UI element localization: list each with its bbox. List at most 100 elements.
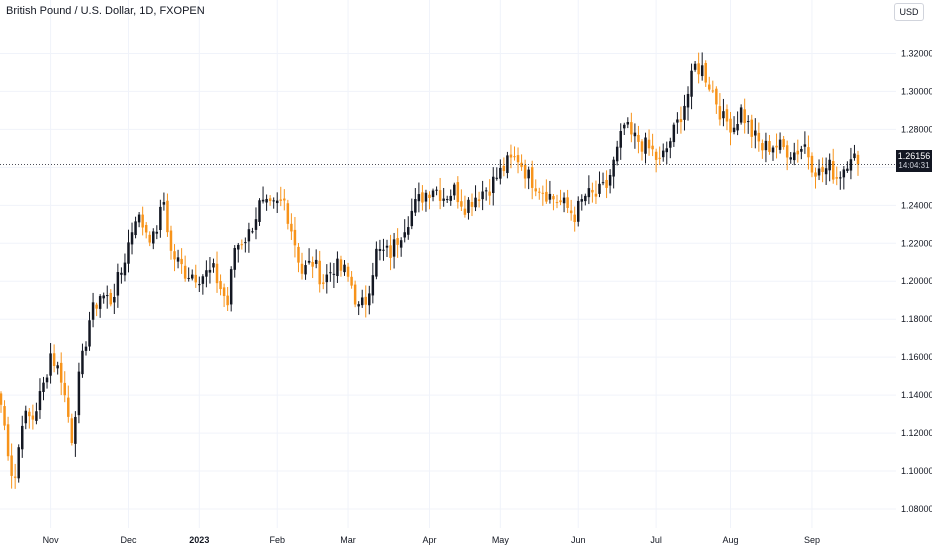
- candle-body: [77, 371, 81, 416]
- candle-body: [796, 150, 800, 155]
- candle-body: [297, 246, 300, 263]
- candle-body: [106, 295, 109, 297]
- price-tick-label: 1.24000: [901, 200, 932, 210]
- price-tick-label: 1.16000: [901, 352, 932, 362]
- price-axis[interactable]: 1.08000 1.10000 1.12000 1.14000 1.16000 1.180…: [901, 48, 932, 514]
- candle-body: [647, 139, 651, 149]
- candle-body: [608, 174, 612, 186]
- candle-body: [166, 200, 169, 233]
- candle-body: [353, 284, 357, 305]
- candle-body: [754, 130, 757, 136]
- time-axis[interactable]: Nov Dec 2023 Feb Mar Apr May Jun Jul Aug Sep: [43, 535, 820, 545]
- candle-body: [499, 167, 502, 179]
- candle-body: [640, 141, 644, 152]
- candle-body: [222, 287, 226, 297]
- candle-body: [268, 198, 272, 202]
- candle-body: [336, 258, 339, 277]
- candle-body: [658, 157, 661, 159]
- candle-body: [240, 244, 244, 246]
- currency-button[interactable]: USD: [894, 3, 924, 21]
- candle-body: [626, 121, 630, 125]
- candle-body: [304, 265, 307, 275]
- candle-body: [800, 148, 803, 152]
- price-tick-label: 1.20000: [901, 276, 932, 286]
- candle-body: [580, 199, 584, 202]
- candle-body: [13, 476, 17, 478]
- candle-body: [6, 424, 10, 457]
- time-tick-label: 2023: [189, 535, 209, 545]
- candle-body: [793, 152, 796, 161]
- candle-body: [74, 416, 77, 444]
- candle-body: [545, 191, 548, 202]
- candle-body: [378, 249, 382, 251]
- candle-body: [21, 425, 24, 450]
- candle-body: [293, 229, 297, 246]
- candle-body: [70, 418, 74, 444]
- candle-body: [708, 84, 711, 90]
- candle-body: [431, 190, 435, 198]
- candle-body: [552, 196, 555, 200]
- grid-lines: [0, 0, 896, 528]
- candle-body: [690, 70, 693, 97]
- candle-body: [45, 377, 49, 383]
- price-tick-label: 1.08000: [901, 504, 932, 514]
- candle-body: [739, 107, 743, 123]
- candle-body: [764, 140, 768, 151]
- time-tick-label: Dec: [120, 535, 137, 545]
- candle-body: [127, 242, 130, 264]
- candle-body: [290, 223, 293, 232]
- candle-body: [24, 410, 28, 424]
- time-tick-label: Sep: [804, 535, 820, 545]
- candle-body: [350, 276, 353, 286]
- candle-body: [208, 269, 212, 273]
- candle-body: [835, 177, 838, 179]
- candle-body: [95, 304, 98, 309]
- candle-body: [286, 203, 290, 224]
- candle-body: [229, 269, 233, 305]
- candle-body: [424, 192, 428, 202]
- candle-body: [10, 455, 13, 476]
- candle-body: [492, 176, 495, 194]
- candle-body: [743, 109, 746, 124]
- candle-body: [789, 157, 792, 160]
- candle-body: [247, 229, 251, 242]
- candle-body: [360, 297, 364, 306]
- candle-body: [17, 447, 20, 479]
- candle-body: [98, 296, 102, 309]
- candle-body: [201, 276, 205, 284]
- candle-body: [771, 147, 775, 153]
- candle-body: [661, 150, 665, 158]
- candle-body: [152, 231, 155, 244]
- candle-body: [587, 188, 591, 198]
- time-tick-label: Apr: [422, 535, 436, 545]
- candle-body: [460, 201, 463, 207]
- price-tick-label: 1.14000: [901, 390, 932, 400]
- candle-body: [453, 184, 456, 196]
- candle-body: [736, 124, 739, 131]
- candle-body: [318, 260, 321, 285]
- candle-body: [148, 234, 151, 243]
- candle-body: [477, 199, 481, 201]
- candle-body: [715, 88, 718, 105]
- time-tick-label: Mar: [340, 535, 356, 545]
- candle-body: [445, 199, 449, 201]
- candle-body: [509, 154, 513, 158]
- candle-body: [605, 179, 608, 188]
- last-price-badge: 1.26156 14:04:31: [896, 150, 932, 172]
- candle-body: [162, 202, 166, 205]
- candle-body: [385, 245, 389, 248]
- candle-body: [155, 231, 159, 234]
- candle-body: [414, 199, 417, 213]
- candle-body: [470, 201, 474, 207]
- time-tick-label: May: [492, 535, 510, 545]
- candle-body: [775, 145, 778, 148]
- candle-body: [144, 224, 148, 233]
- candle-body: [630, 122, 633, 135]
- candle-body: [633, 132, 637, 137]
- candle-body: [123, 262, 127, 276]
- candle-body: [421, 192, 424, 203]
- candle-body: [403, 232, 406, 238]
- candle-body: [623, 124, 626, 129]
- candle-body: [520, 162, 523, 167]
